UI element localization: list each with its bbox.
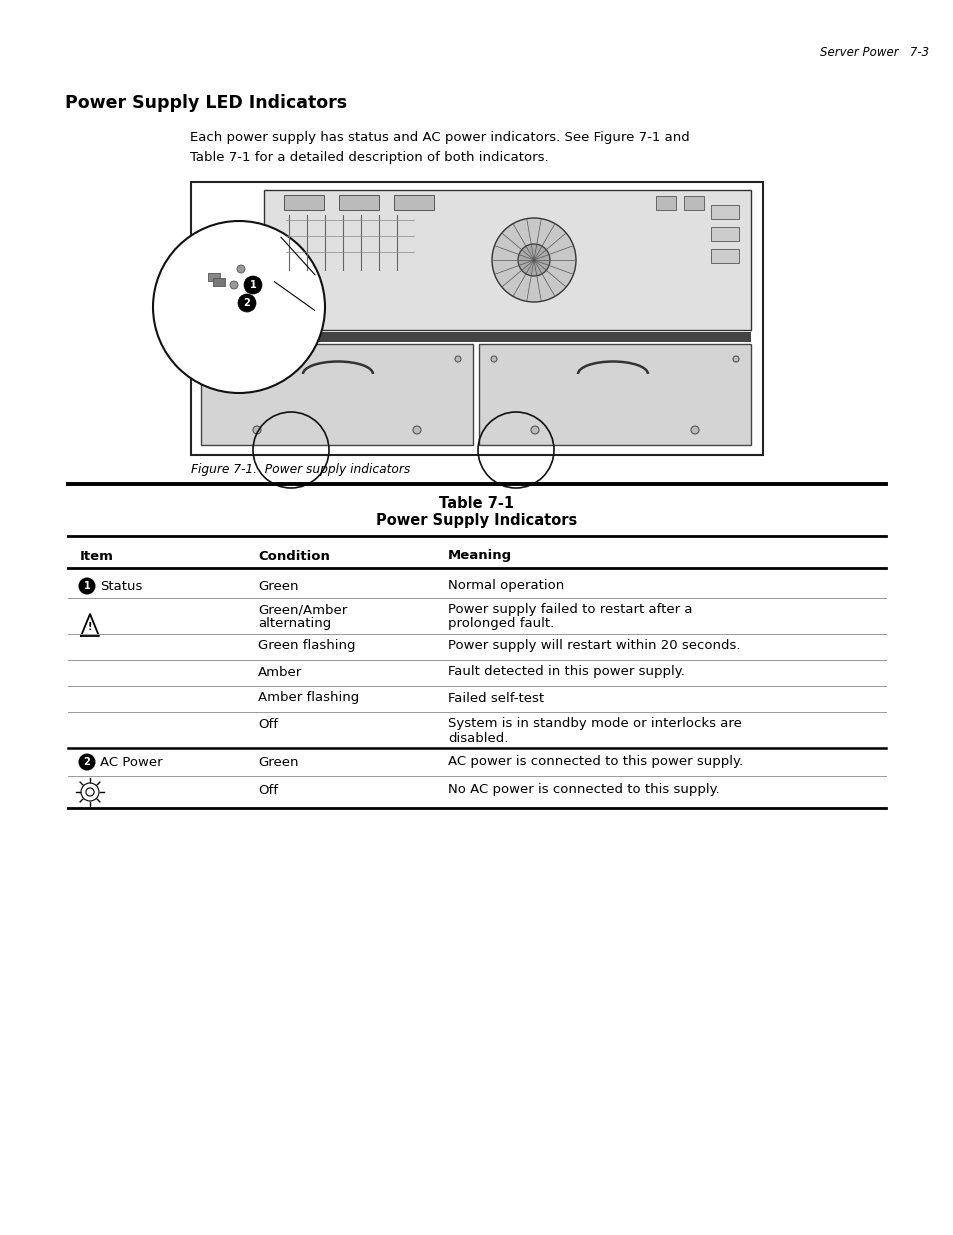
Circle shape	[413, 426, 420, 433]
Circle shape	[531, 426, 538, 433]
Text: Status: Status	[100, 579, 142, 593]
Text: Amber flashing: Amber flashing	[257, 692, 359, 704]
Circle shape	[152, 221, 325, 393]
Text: Off: Off	[257, 718, 277, 730]
Text: AC power is connected to this power supply.: AC power is connected to this power supp…	[448, 756, 742, 768]
Text: Power supply failed to restart after a: Power supply failed to restart after a	[448, 604, 692, 616]
Bar	[710, 205, 739, 219]
Circle shape	[213, 356, 219, 362]
Circle shape	[732, 356, 739, 362]
Text: Server Power   7-3: Server Power 7-3	[820, 46, 928, 58]
Text: No AC power is connected to this supply.: No AC power is connected to this supply.	[448, 783, 719, 797]
Bar	[201, 345, 473, 445]
Bar	[191, 182, 762, 454]
Circle shape	[690, 426, 699, 433]
Text: Fault detected in this power supply.: Fault detected in this power supply.	[448, 666, 684, 678]
Circle shape	[237, 294, 255, 312]
Bar	[710, 227, 739, 241]
Bar	[478, 345, 750, 445]
Text: Figure 7-1.  Power supply indicators: Figure 7-1. Power supply indicators	[191, 462, 410, 475]
Text: Amber: Amber	[257, 666, 302, 678]
Text: Power Supply LED Indicators: Power Supply LED Indicators	[65, 94, 347, 112]
Bar	[656, 196, 676, 210]
Circle shape	[491, 356, 497, 362]
Text: Table 7-1 for a detailed description of both indicators.: Table 7-1 for a detailed description of …	[190, 151, 548, 163]
Bar	[213, 278, 225, 287]
Circle shape	[78, 753, 95, 771]
Text: Power Supply Indicators: Power Supply Indicators	[376, 514, 577, 529]
Bar	[683, 196, 703, 210]
Circle shape	[492, 219, 576, 303]
Text: AC Power: AC Power	[100, 756, 162, 768]
Text: prolonged fault.: prolonged fault.	[448, 618, 554, 631]
Circle shape	[78, 578, 95, 594]
Bar	[710, 249, 739, 263]
Text: Power supply will restart within 20 seconds.: Power supply will restart within 20 seco…	[448, 640, 740, 652]
Text: Meaning: Meaning	[448, 550, 512, 562]
Text: 1: 1	[250, 280, 256, 290]
Bar	[338, 195, 378, 210]
Text: alternating: alternating	[257, 618, 331, 631]
Text: Condition: Condition	[257, 550, 330, 562]
Circle shape	[244, 275, 262, 294]
Text: Each power supply has status and AC power indicators. See Figure 7-1 and: Each power supply has status and AC powe…	[190, 131, 689, 144]
Text: !: !	[88, 621, 92, 632]
Text: Green flashing: Green flashing	[257, 640, 355, 652]
Text: Green/Amber: Green/Amber	[257, 604, 347, 616]
Text: 2: 2	[84, 757, 91, 767]
Bar	[264, 332, 750, 342]
Text: Item: Item	[80, 550, 113, 562]
Circle shape	[86, 788, 94, 797]
Circle shape	[236, 266, 245, 273]
Circle shape	[230, 282, 237, 289]
Text: Table 7-1: Table 7-1	[439, 495, 514, 510]
Bar	[208, 273, 220, 282]
Bar	[264, 190, 750, 330]
Circle shape	[455, 356, 460, 362]
Circle shape	[81, 783, 99, 802]
Text: Off: Off	[257, 783, 277, 797]
Text: System is in standby mode or interlocks are: System is in standby mode or interlocks …	[448, 718, 741, 730]
Circle shape	[517, 245, 550, 275]
Bar	[284, 195, 324, 210]
Text: Failed self-test: Failed self-test	[448, 692, 543, 704]
Circle shape	[253, 426, 261, 433]
Text: Green: Green	[257, 756, 298, 768]
Text: 1: 1	[84, 580, 91, 592]
Text: 2: 2	[243, 298, 250, 308]
Text: Normal operation: Normal operation	[448, 579, 563, 593]
Text: Green: Green	[257, 579, 298, 593]
Bar	[394, 195, 434, 210]
Text: disabled.: disabled.	[448, 731, 508, 745]
